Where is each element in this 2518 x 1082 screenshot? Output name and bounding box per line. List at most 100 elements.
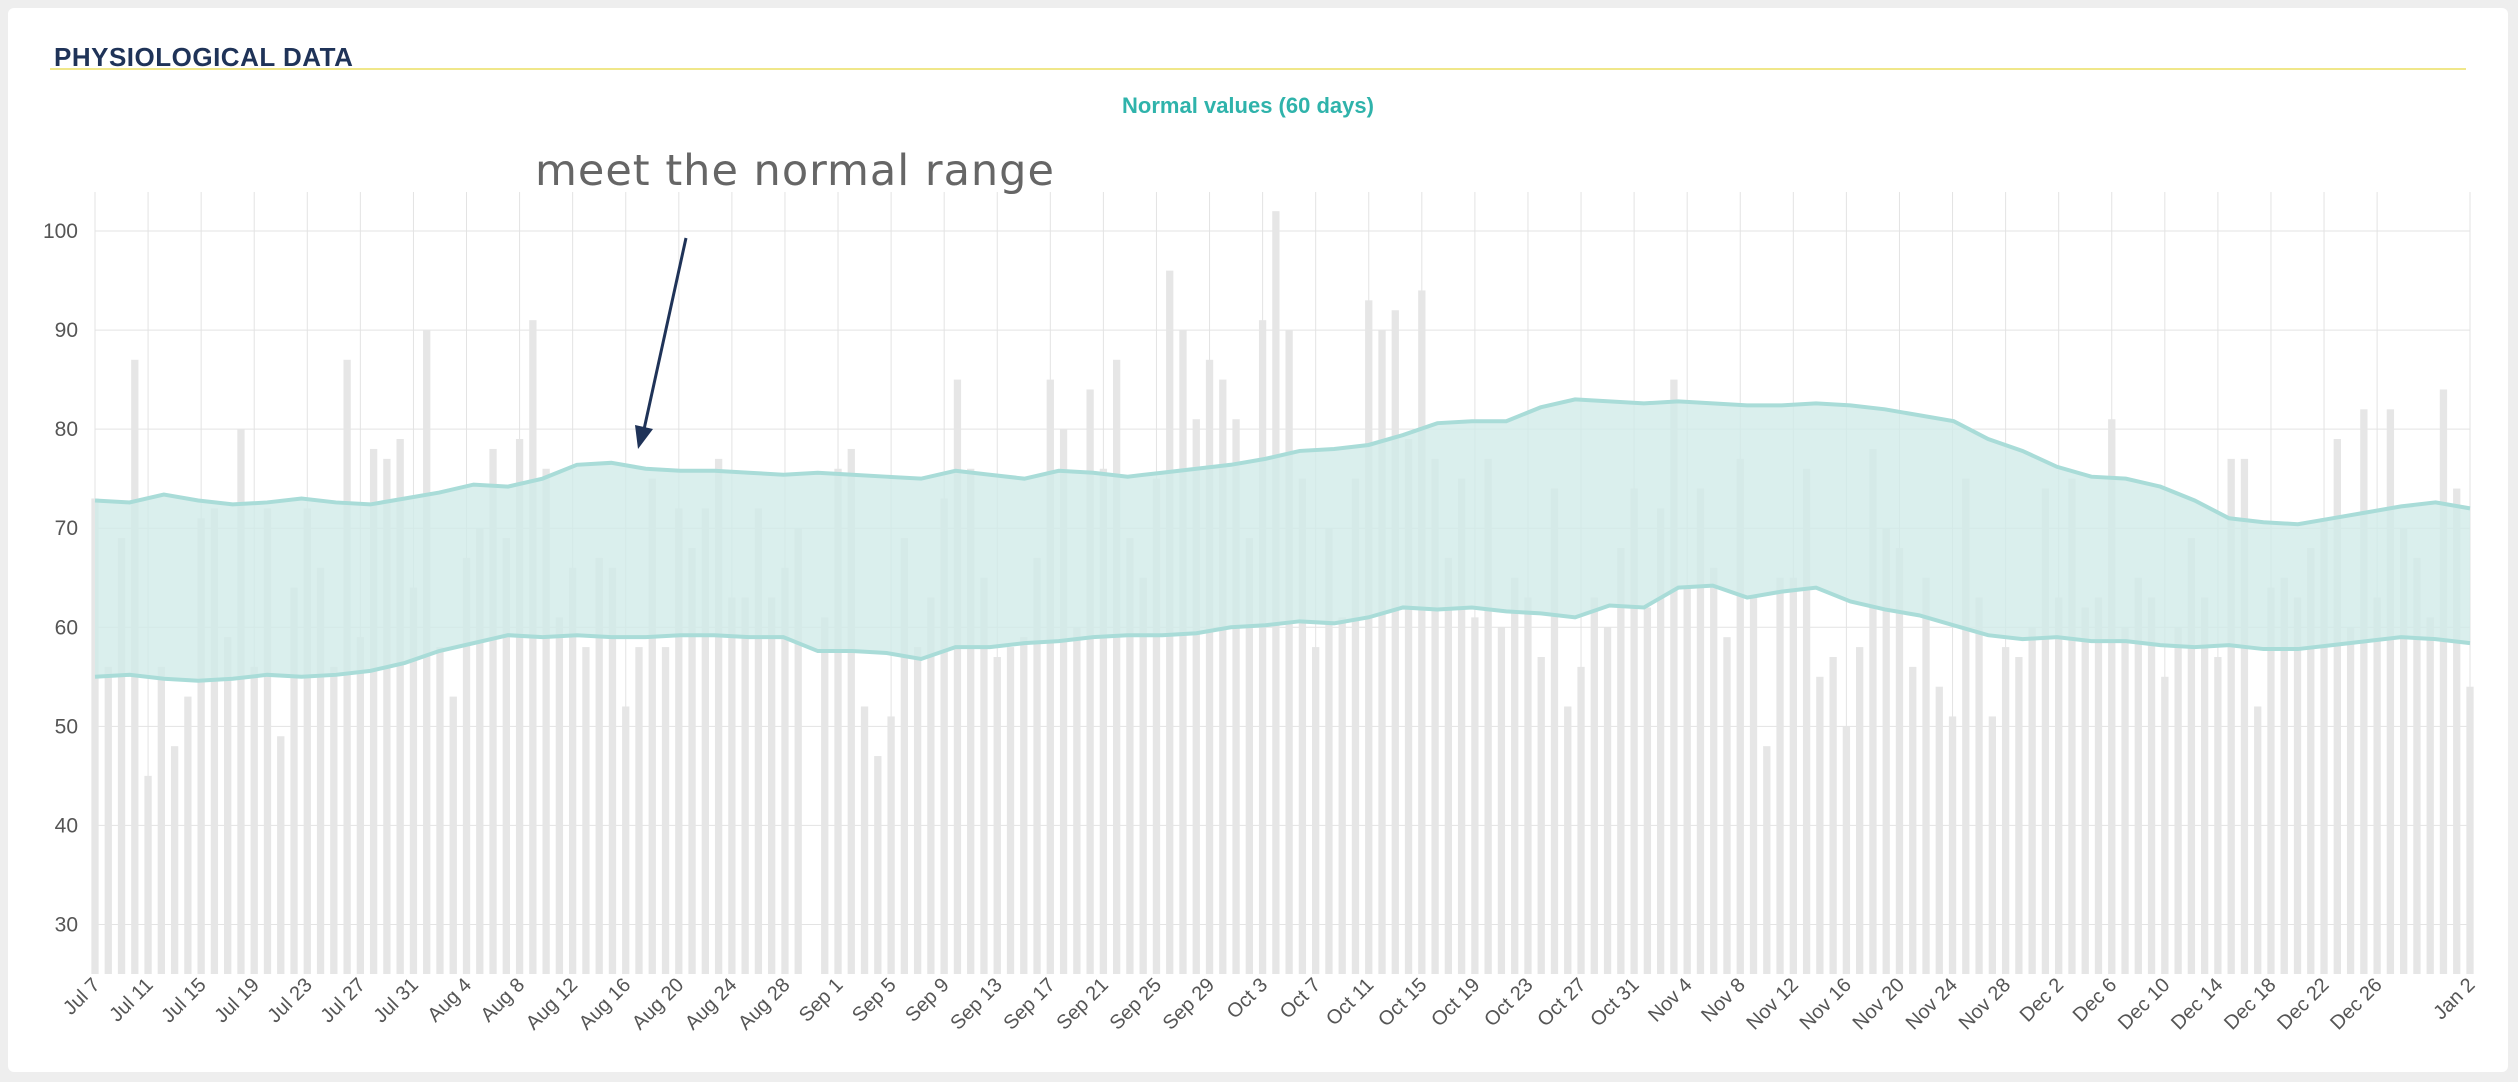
x-tick-label: Oct 7 xyxy=(1276,974,1325,1023)
data-bar xyxy=(1006,647,1015,974)
data-bar xyxy=(1338,617,1346,974)
data-bar xyxy=(661,647,670,974)
data-bar xyxy=(1736,458,1744,974)
data-bar xyxy=(303,508,311,974)
x-tick-label: Aug 24 xyxy=(681,974,741,1034)
data-bar xyxy=(1285,330,1293,975)
data-bar xyxy=(449,696,457,974)
x-tick-label: Oct 15 xyxy=(1374,974,1431,1031)
data-bar xyxy=(1816,676,1824,974)
data-bar xyxy=(2386,409,2395,974)
data-bar xyxy=(1139,577,1147,974)
data-bar xyxy=(622,706,630,974)
data-bar xyxy=(2055,597,2063,974)
x-tick-label: Jul 15 xyxy=(157,974,210,1027)
y-tick-label: 100 xyxy=(43,220,78,243)
data-bar xyxy=(781,567,789,974)
data-bar xyxy=(887,716,895,974)
data-bar xyxy=(701,508,709,974)
data-bar xyxy=(1962,478,1970,974)
data-bar xyxy=(2214,656,2222,974)
data-bar xyxy=(2400,528,2408,974)
data-bar xyxy=(356,637,365,974)
data-bar xyxy=(2360,409,2368,974)
data-bar xyxy=(2267,587,2275,974)
data-bar xyxy=(1378,330,1386,975)
data-bar xyxy=(1365,300,1373,974)
data-bar xyxy=(967,468,975,974)
data-bar xyxy=(2307,548,2315,974)
data-bar xyxy=(2028,627,2036,974)
x-tick-label: Sep 21 xyxy=(1053,974,1113,1034)
data-bar xyxy=(1776,577,1784,974)
data-bar xyxy=(210,508,219,974)
data-bar xyxy=(675,508,683,974)
x-tick-label: Oct 27 xyxy=(1533,974,1590,1031)
y-tick-label: 80 xyxy=(55,418,78,441)
data-bar xyxy=(980,577,988,974)
x-tick-label: Jul 19 xyxy=(210,974,263,1027)
data-bar xyxy=(502,538,510,974)
data-bar xyxy=(1948,716,1957,974)
data-bar xyxy=(1059,429,1068,975)
x-tick-label: Dec 26 xyxy=(2326,974,2386,1034)
y-tick-label: 90 xyxy=(55,319,78,342)
data-bar xyxy=(847,448,855,974)
x-tick-label: Jul 23 xyxy=(264,974,317,1027)
data-bar xyxy=(529,320,537,974)
data-bar xyxy=(1869,448,1877,974)
data-bar xyxy=(104,666,112,974)
data-bar xyxy=(940,498,948,974)
x-tick-label: Aug 16 xyxy=(575,974,635,1034)
x-tick-label: Oct 19 xyxy=(1427,974,1484,1031)
data-bar xyxy=(688,548,696,974)
data-bar xyxy=(2254,706,2262,974)
data-bar xyxy=(1232,419,1240,974)
data-bar xyxy=(821,617,829,974)
data-bar xyxy=(1829,656,1837,974)
y-tick-label: 30 xyxy=(55,913,78,936)
data-bar xyxy=(2200,597,2209,974)
data-bar xyxy=(2439,389,2448,974)
data-bar xyxy=(728,597,736,974)
data-bar xyxy=(1020,637,1028,974)
data-bar xyxy=(2121,627,2129,974)
data-bar xyxy=(1630,488,1638,974)
data-bar xyxy=(1842,726,1851,974)
data-bar xyxy=(2134,577,2142,974)
data-bar xyxy=(1126,538,1134,974)
data-bar xyxy=(1922,577,1930,974)
x-tick-label: Nov 16 xyxy=(1796,974,1856,1034)
x-tick-label: Dec 18 xyxy=(2220,974,2280,1034)
data-bar xyxy=(1763,746,1771,974)
normal-range-lower-line xyxy=(94,583,2471,683)
data-bar xyxy=(595,557,603,974)
data-bar xyxy=(874,756,882,974)
data-bar xyxy=(91,498,99,974)
x-tick-label: Dec 2 xyxy=(2016,974,2069,1027)
x-tick-label: Sep 13 xyxy=(946,974,1006,1034)
data-bar xyxy=(2453,488,2461,974)
data-bar xyxy=(2068,478,2076,974)
data-bar xyxy=(1670,379,1678,975)
data-bar xyxy=(316,567,325,974)
data-bar xyxy=(1152,478,1161,974)
data-bar xyxy=(2466,686,2474,974)
data-bar xyxy=(1603,627,1612,974)
data-bar xyxy=(1192,419,1200,974)
data-bar xyxy=(1033,557,1041,974)
data-bar xyxy=(1112,359,1121,975)
data-bar xyxy=(1457,478,1466,974)
data-bar xyxy=(409,587,418,974)
data-bar xyxy=(1179,330,1187,975)
y-tick-label: 40 xyxy=(55,814,78,837)
data-bar xyxy=(542,468,550,974)
data-bar xyxy=(1710,567,1718,974)
data-bar xyxy=(714,458,723,974)
data-bar xyxy=(436,647,444,974)
data-bar xyxy=(1988,716,1996,974)
data-bar xyxy=(330,666,338,974)
data-bar xyxy=(1909,666,1917,974)
x-tick-label: Nov 4 xyxy=(1644,974,1697,1027)
data-bar xyxy=(2227,458,2235,974)
